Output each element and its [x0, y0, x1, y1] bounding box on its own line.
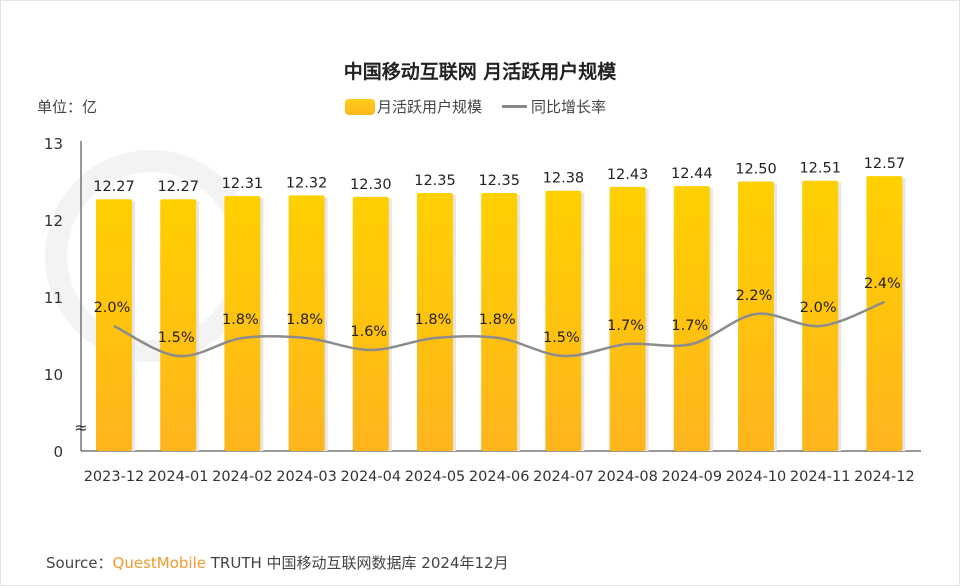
x-tick-label: 2024-12	[854, 469, 915, 485]
y-tick-label: 12	[44, 212, 63, 230]
line-value-label: 1.7%	[607, 318, 644, 334]
line-value-label: 1.7%	[671, 318, 708, 334]
legend-bar-label: 月活跃用户规模	[377, 98, 483, 116]
legend-line-swatch	[502, 105, 528, 108]
x-tick-label: 2024-10	[726, 469, 787, 485]
bar-value-label: 12.43	[607, 167, 649, 183]
bar	[673, 186, 710, 451]
x-tick-label: 2024-02	[212, 469, 273, 485]
bar	[609, 186, 646, 451]
bar	[224, 196, 261, 451]
bar	[352, 196, 389, 451]
line-value-label: 1.5%	[543, 330, 580, 346]
x-tick-label: 2024-04	[341, 469, 402, 485]
bar	[288, 195, 325, 451]
line-value-label: 1.8%	[479, 312, 516, 328]
source-prefix: Source：	[46, 554, 113, 572]
bar-value-label: 12.31	[222, 176, 264, 192]
line-value-label: 1.8%	[415, 312, 452, 328]
y-tick-label: 11	[44, 289, 63, 307]
y-tick-label: 0	[53, 443, 63, 461]
bar-value-label: 12.38	[543, 171, 585, 187]
legend: 月活跃用户规模 同比增长率	[345, 96, 606, 117]
bar	[802, 180, 839, 452]
bar	[866, 176, 903, 452]
line-value-label: 1.8%	[222, 312, 259, 328]
line-value-label: 2.2%	[736, 288, 773, 304]
x-tick-label: 2024-08	[597, 469, 658, 485]
line-value-label: 1.5%	[158, 330, 195, 346]
legend-bar-swatch	[345, 98, 375, 115]
source-text: TRUTH 中国移动互联网数据库 2024年12月	[210, 554, 509, 572]
x-tick-label: 2024-01	[148, 469, 209, 485]
chart-title: 中国移动互联网 月活跃用户规模	[343, 61, 617, 83]
watermark-logo	[45, 150, 257, 362]
line-value-label: 2.0%	[800, 300, 837, 316]
legend-line-label: 同比增长率	[531, 98, 607, 116]
source-brand: QuestMobile	[112, 554, 206, 572]
bar-value-label: 12.27	[93, 179, 135, 195]
x-tick-label: 2024-11	[790, 469, 851, 485]
bar-value-label: 12.57	[864, 156, 906, 172]
bar-value-label: 12.35	[478, 173, 520, 189]
bar	[96, 199, 132, 451]
bar	[738, 181, 774, 451]
bar-value-label: 12.27	[157, 179, 199, 195]
line-value-label: 2.0%	[94, 300, 131, 316]
bar-value-label: 12.50	[735, 162, 777, 178]
x-tick-label: 2024-03	[276, 469, 337, 485]
source-note: Source：QuestMobile TRUTH 中国移动互联网数据库 2024…	[46, 552, 509, 573]
line-value-label: 1.8%	[286, 312, 323, 328]
y-tick-label: 13	[44, 135, 63, 153]
x-tick-label: 2024-09	[662, 469, 723, 485]
line-value-label: 2.4%	[864, 276, 901, 292]
bar	[160, 199, 197, 451]
x-tick-label: 2024-07	[533, 469, 594, 485]
line-value-label: 1.6%	[350, 324, 387, 340]
y-tick-label: 10	[44, 366, 63, 384]
x-tick-label: 2023-12	[84, 469, 145, 485]
axis-break-icon: ≈	[74, 418, 87, 437]
x-tick-label: 2024-05	[405, 469, 466, 485]
bar-value-label: 12.32	[286, 175, 328, 191]
bar	[417, 193, 453, 452]
bar-value-label: 12.44	[671, 166, 713, 182]
growth-line	[113, 300, 885, 358]
bar	[481, 193, 518, 452]
bar-value-label: 12.51	[799, 161, 841, 177]
x-tick-label: 2024-06	[469, 469, 530, 485]
unit-label: 单位：亿	[37, 98, 98, 116]
bar	[545, 190, 582, 452]
bar-value-label: 12.30	[350, 177, 392, 193]
bar-value-label: 12.35	[414, 173, 456, 189]
